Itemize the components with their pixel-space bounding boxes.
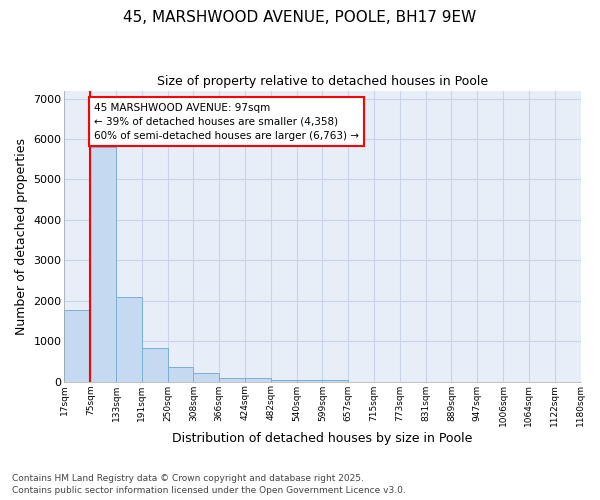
Bar bbox=[271, 380, 296, 382]
Bar bbox=[116, 298, 142, 382]
Text: 45, MARSHWOOD AVENUE, POOLE, BH17 9EW: 45, MARSHWOOD AVENUE, POOLE, BH17 9EW bbox=[124, 10, 476, 25]
Bar bbox=[167, 368, 193, 382]
Bar bbox=[64, 310, 90, 382]
Bar bbox=[322, 380, 348, 382]
X-axis label: Distribution of detached houses by size in Poole: Distribution of detached houses by size … bbox=[172, 432, 473, 445]
Title: Size of property relative to detached houses in Poole: Size of property relative to detached ho… bbox=[157, 75, 488, 88]
Bar bbox=[90, 147, 116, 382]
Bar bbox=[245, 378, 271, 382]
Bar bbox=[193, 372, 219, 382]
Bar bbox=[219, 378, 245, 382]
Text: 45 MARSHWOOD AVENUE: 97sqm
← 39% of detached houses are smaller (4,358)
60% of s: 45 MARSHWOOD AVENUE: 97sqm ← 39% of deta… bbox=[94, 102, 359, 141]
Y-axis label: Number of detached properties: Number of detached properties bbox=[15, 138, 28, 334]
Bar bbox=[296, 380, 322, 382]
Bar bbox=[142, 348, 167, 382]
Text: Contains HM Land Registry data © Crown copyright and database right 2025.
Contai: Contains HM Land Registry data © Crown c… bbox=[12, 474, 406, 495]
